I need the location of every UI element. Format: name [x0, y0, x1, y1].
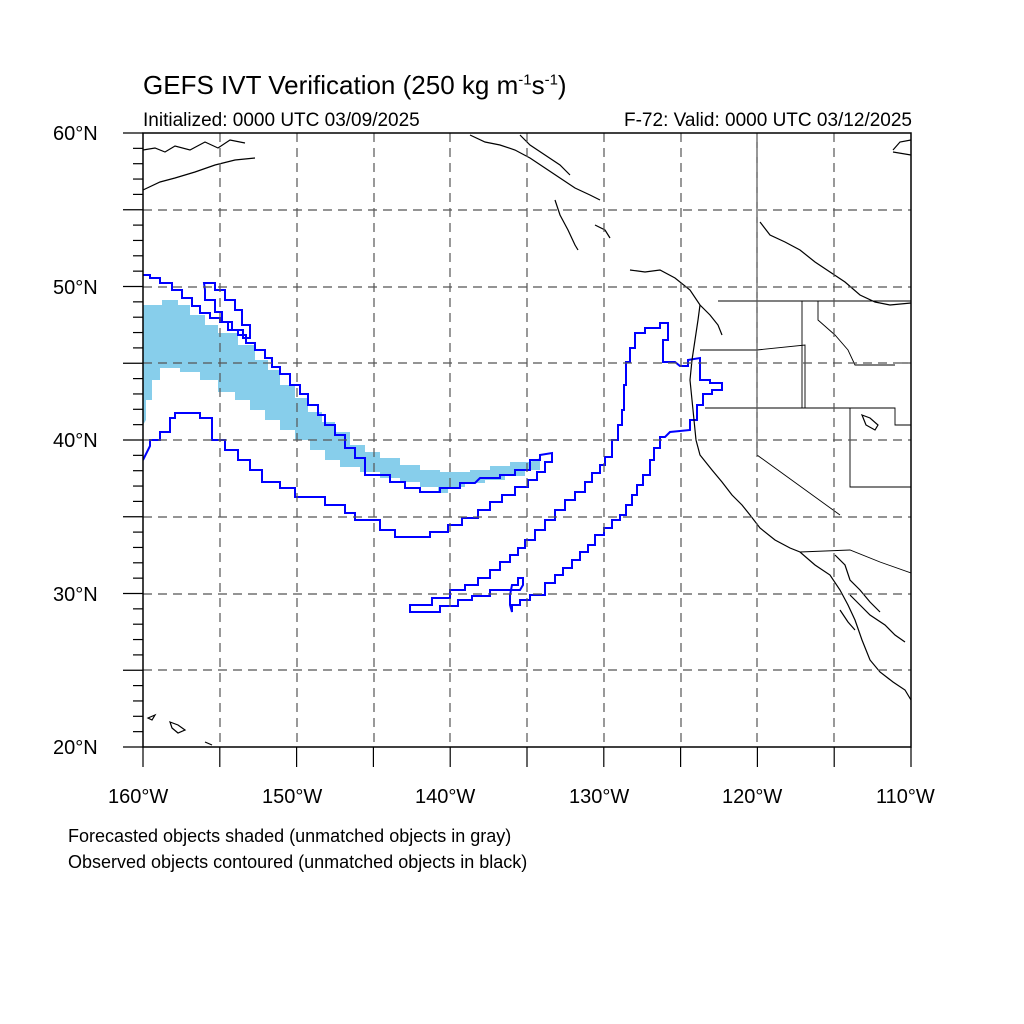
lon-label-130w: 130°W: [569, 786, 630, 808]
lat-label-40: 40°N: [53, 430, 98, 452]
lat-label-30: 30°N: [53, 584, 98, 606]
lon-label-160w: 160°W: [108, 786, 169, 808]
political-borders: [700, 133, 911, 574]
lat-label-60: 60°N: [53, 123, 98, 145]
valid-time-label: F-72: Valid: 0000 UTC 03/12/2025: [624, 110, 912, 131]
lat-label-20: 20°N: [53, 737, 98, 759]
lon-label-140w: 140°W: [415, 786, 476, 808]
initialized-label: Initialized: 0000 UTC 03/09/2025: [143, 110, 420, 131]
grid-lines: [143, 133, 911, 747]
lon-label-110w: 110°W: [876, 786, 935, 808]
axis-ticks: [123, 132, 912, 767]
lon-label-150w: 150°W: [262, 786, 323, 808]
map-title: GEFS IVT Verification (250 kg m-1s-1): [143, 70, 567, 100]
lon-label-120w: 120°W: [722, 786, 783, 808]
forecast-object: [143, 300, 540, 493]
footer-observed-note: Observed objects contoured (unmatched ob…: [68, 852, 528, 872]
lat-label-50: 50°N: [53, 277, 98, 299]
footer-forecast-note: Forecasted objects shaded (unmatched obj…: [68, 826, 512, 846]
observed-contour-north: [143, 274, 553, 538]
observed-contour-small: [202, 282, 251, 339]
observed-contour-south: [409, 322, 723, 613]
